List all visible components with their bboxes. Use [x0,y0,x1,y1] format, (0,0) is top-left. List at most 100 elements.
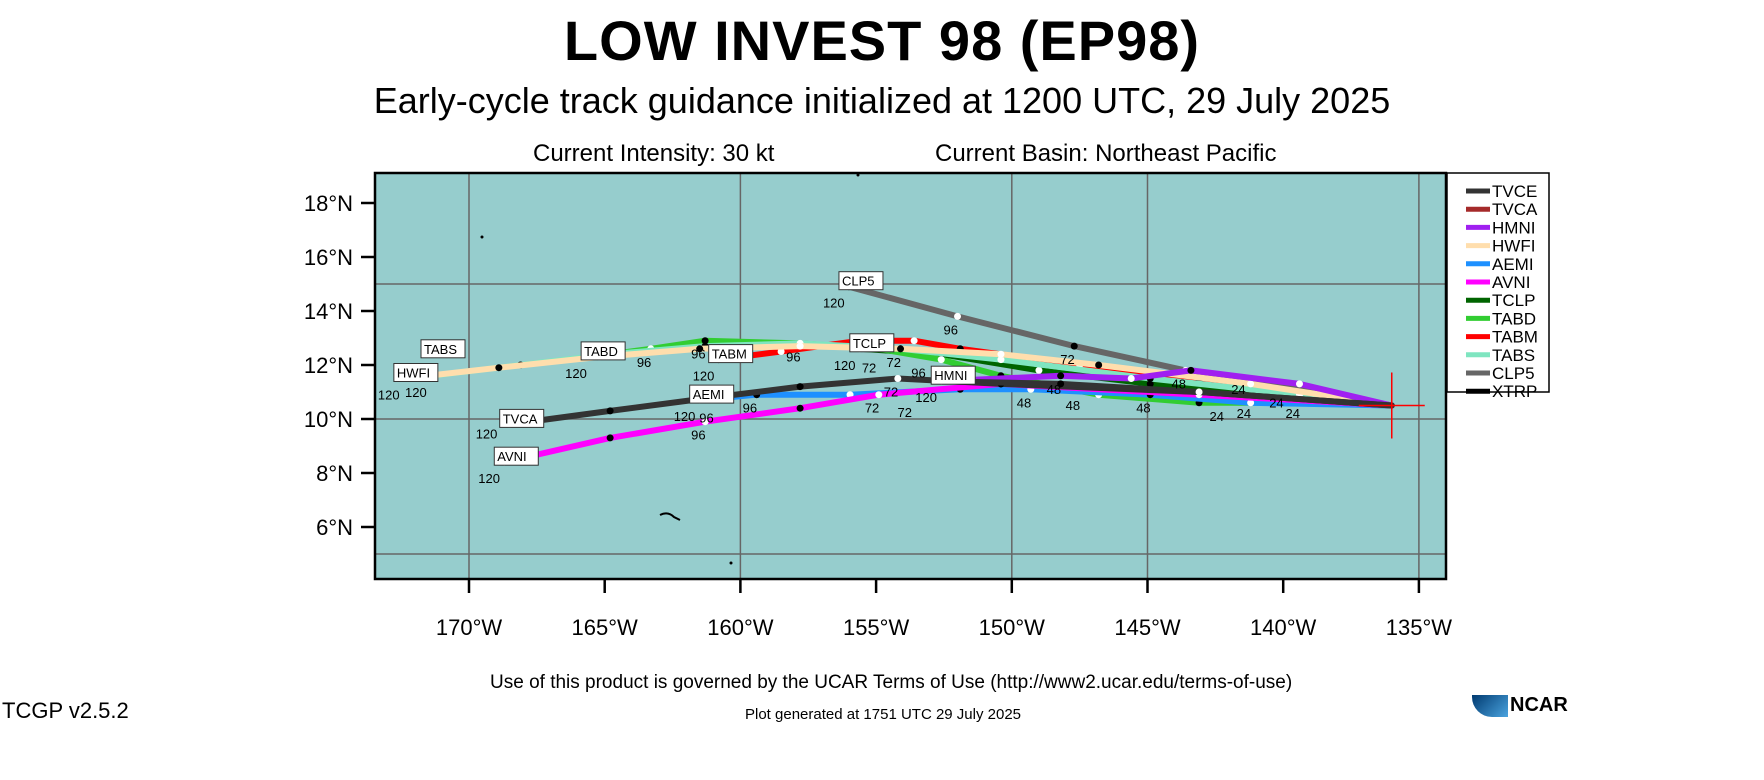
track-label-group: TABS [420,339,466,359]
lat-tick-label: 8°N [316,461,353,486]
forecast-hour-label: 72 [1060,352,1074,367]
forecast-hour-label: 72 [865,401,879,416]
track-label-tvca: TVCA [503,411,538,426]
lon-tick-label: 160°W [707,615,774,640]
track-label-aemi: AEMI [693,387,725,402]
current-intensity: Current Intensity: 30 kt [533,140,775,167]
forecast-hour-label: 24 [1209,409,1223,424]
track-label-box [420,339,466,359]
lat-tick-label: 16°N [304,245,353,270]
island-icon [729,561,733,565]
track-point [1295,380,1303,388]
forecast-hour-label: 48 [1136,401,1150,416]
lat-tick-label: 12°N [304,353,353,378]
track-label-box [708,344,754,364]
track-aemi [696,386,1395,409]
track-point [1146,380,1154,388]
forecast-hour-label: 72 [884,385,898,400]
track-point [875,391,883,399]
track-point [1127,375,1135,382]
island-icon [480,235,484,239]
forecast-hour-label: 96 [699,410,713,425]
forecast-hour-label: 96 [691,428,705,443]
lon-tick-label: 155°W [843,615,910,640]
track-tvce [938,378,1395,409]
track-point [1070,342,1078,350]
track-label-tclp: TCLP [853,336,886,351]
track-point [796,342,804,350]
track-label-avni: AVNI [497,449,526,464]
track-label-hmni: HMNI [934,368,967,383]
track-point [1187,366,1195,374]
track-label-group: HMNI [930,365,976,385]
track-label-tabs: TABS [424,342,457,357]
track-point [1057,380,1065,388]
track-hmni [938,367,1395,409]
track-label-box [499,408,545,428]
track-label-tabd: TABD [584,344,618,359]
track-point [606,407,614,415]
track-point [495,364,503,372]
track-point [1057,372,1065,380]
track-point [894,375,902,382]
legend-item-tclp: TCLP [1492,291,1535,310]
terms-of-use: Use of this product is governed by the U… [490,672,1293,693]
ncar-logo: NCAR [1472,694,1568,717]
ncar-logo-mark [1472,694,1508,717]
track-point [1035,366,1043,374]
track-label-box [580,341,626,361]
track-point [997,356,1005,364]
lon-tick-label: 145°W [1114,615,1181,640]
lon-tick-label: 135°W [1386,615,1453,640]
track-label-group: TABD [580,341,626,361]
lat-tick-label: 14°N [304,299,353,324]
forecast-hour-label: 96 [637,355,651,370]
page-title: LOW INVEST 98 (EP98) [563,9,1201,72]
forecast-hour-label: 24 [1237,406,1251,421]
track-label-box [493,446,539,466]
forecast-hour-label: 48 [1066,398,1080,413]
track-label-box [930,365,976,385]
track-end-label: 120 [478,471,500,486]
track-point [897,345,905,353]
track-label-box [849,333,895,353]
track-point [910,337,918,345]
track-label-group: TABM [708,344,754,364]
track-point [701,337,709,345]
forecast-hour-label: 96 [786,349,800,364]
lat-tick-label: 6°N [316,515,353,540]
track-point [796,404,804,412]
forecast-hour-label: 24 [1269,395,1283,410]
legend-item-xtrp: XTRP [1492,382,1537,401]
track-end-label: 120 [405,385,427,400]
legend-item-hwfi: HWFI [1492,237,1535,256]
track-point [954,312,962,320]
track-end-label: 120 [476,426,498,441]
track-point [777,348,785,355]
track-point [937,356,945,364]
track-end-label: 120 [823,296,845,311]
lon-tick-label: 140°W [1250,615,1317,640]
track-label-group: AEMI [689,384,735,404]
page-subtitle: Early-cycle track guidance initialized a… [373,80,1391,121]
track-point [696,345,704,353]
legend-item-tabs: TABS [1492,346,1535,365]
legend-item-tabm: TABM [1492,328,1538,347]
forecast-hour-label: 48 [1047,382,1061,397]
track-point [1247,399,1255,407]
forecast-hour-label: 96 [911,366,925,381]
forecast-hour-label: 72 [887,355,901,370]
tracks-layer [400,283,1395,466]
track-label-box [393,363,439,382]
track-end-label: 120 [693,369,715,384]
legend-item-avni: AVNI [1492,273,1530,292]
legend-item-aemi: AEMI [1492,255,1534,274]
track-label-hwfi: HWFI [397,366,430,381]
ncar-logo-text: NCAR [1510,694,1568,716]
track-label-group: AVNI [493,446,539,466]
lat-tick-label: 18°N [304,191,353,216]
legend-item-tabd: TABD [1492,309,1536,328]
track-point [701,418,709,426]
track-label-group: CLP5 [838,271,884,291]
